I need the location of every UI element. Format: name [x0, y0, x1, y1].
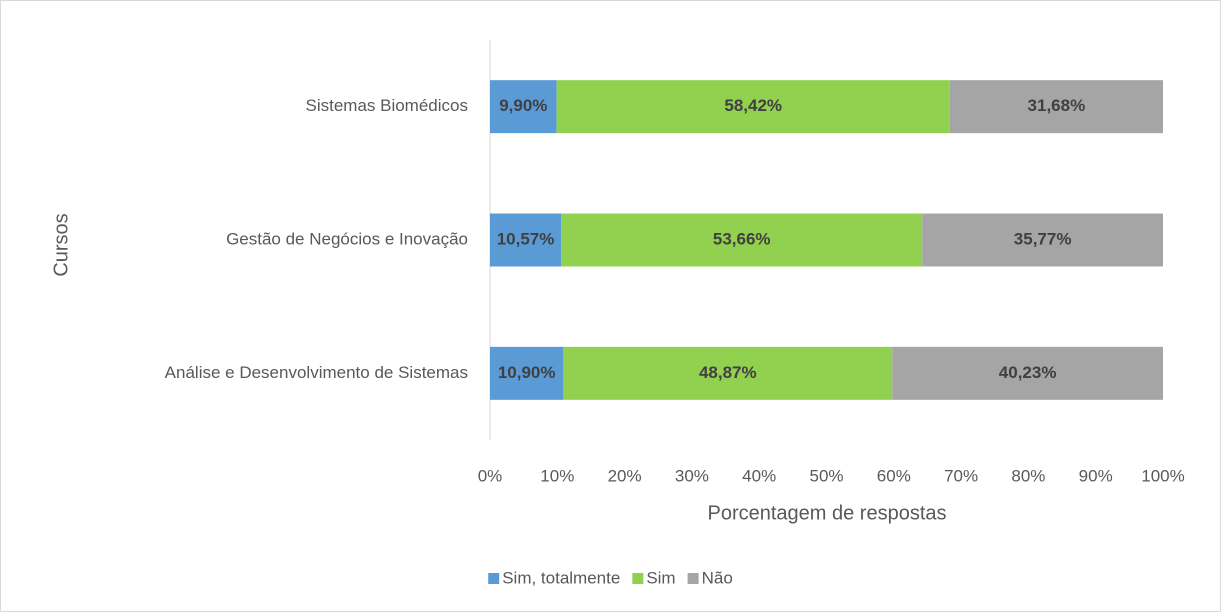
legend-swatch: [687, 573, 699, 584]
x-tick-label: 50%: [809, 466, 843, 485]
bar-segment: [922, 213, 1163, 267]
y-tick-label: Análise e Desenvolvimento de Sistemas: [165, 363, 468, 382]
x-tick-label: 60%: [877, 466, 911, 485]
legend-label: Sim: [646, 568, 675, 587]
bar-segment: [892, 346, 1163, 400]
data-label: 53,66%: [713, 229, 771, 248]
x-tick-label: 100%: [1141, 466, 1184, 485]
bar-segment: [490, 346, 564, 400]
data-label: 9,90%: [499, 96, 547, 115]
data-label: 48,87%: [699, 363, 757, 382]
y-tick-label: Gestão de Negócios e Inovação: [226, 229, 468, 248]
x-tick-label: 0%: [478, 466, 503, 485]
bar-segment: [490, 80, 557, 134]
data-label: 40,23%: [999, 363, 1057, 382]
x-tick-label: 30%: [675, 466, 709, 485]
bar-segment: [563, 346, 893, 400]
data-label: 10,57%: [497, 229, 555, 248]
data-label: 58,42%: [724, 96, 782, 115]
data-label: 31,68%: [1028, 96, 1086, 115]
legend-label: Não: [702, 568, 733, 587]
y-axis-title: Cursos: [50, 213, 72, 276]
x-tick-label: 20%: [608, 466, 642, 485]
data-label: 35,77%: [1014, 229, 1072, 248]
x-tick-label: 80%: [1011, 466, 1045, 485]
legend-swatch: [632, 573, 644, 584]
x-tick-label: 40%: [742, 466, 776, 485]
x-axis-title: Porcentagem de respostas: [707, 502, 946, 524]
legend-swatch: [488, 573, 500, 584]
x-tick-label: 90%: [1079, 466, 1113, 485]
bar-segment: [556, 80, 950, 134]
x-tick-label: 10%: [540, 466, 574, 485]
bar-segment: [949, 80, 1163, 134]
y-tick-label: Sistemas Biomédicos: [305, 96, 468, 115]
legend-label: Sim, totalmente: [502, 568, 620, 587]
x-tick-label: 70%: [944, 466, 978, 485]
bar-segment: [561, 213, 923, 267]
data-label: 10,90%: [498, 363, 556, 382]
bar-segment: [490, 213, 562, 267]
